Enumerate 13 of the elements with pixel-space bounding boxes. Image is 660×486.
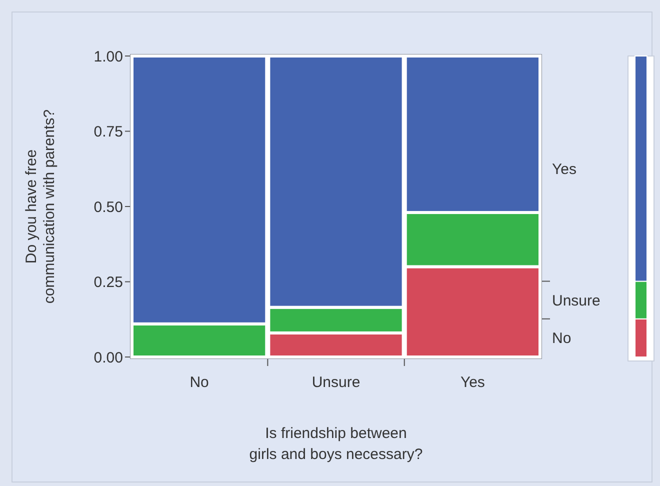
y-tick-label: 0.25 <box>94 274 123 291</box>
x-tick-label: No <box>190 374 209 391</box>
y-axis-title: Do you have free communication with parents? <box>23 109 58 304</box>
y-tick-label: 0.75 <box>94 124 123 140</box>
x-tick-label: Unsure <box>312 374 360 391</box>
x-axis-title: Is friendship between girls and boys necessary? <box>249 425 423 463</box>
x-tick-label: Yes <box>460 374 485 391</box>
y-tick-label: 1.00 <box>94 48 123 66</box>
series-label: No <box>552 330 572 348</box>
y-tick-label: 0.00 <box>94 349 123 366</box>
series-label: Unsure <box>552 292 600 310</box>
series-label: Yes <box>552 160 576 178</box>
y-tick-label: 0.50 <box>94 198 123 216</box>
